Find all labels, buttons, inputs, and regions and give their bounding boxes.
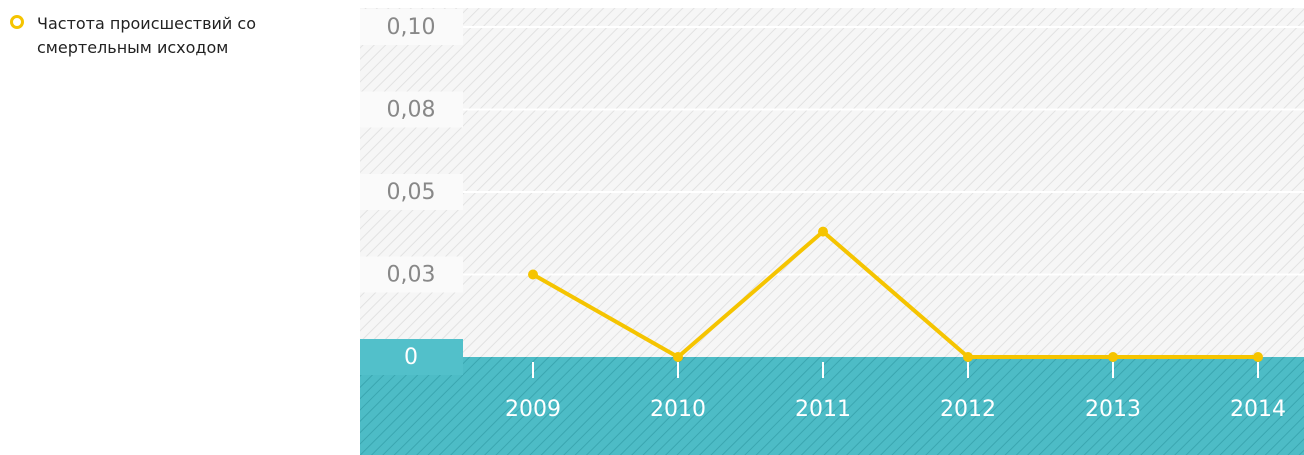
y-tick-label: 0: [404, 345, 418, 370]
y-tick-label: 0,03: [387, 263, 436, 288]
point: [963, 352, 973, 362]
y-tick-box: [360, 339, 463, 375]
x-tick-label: 2011: [795, 397, 851, 422]
y-tick-label: 0,08: [387, 98, 436, 123]
plot-area: [360, 8, 1304, 357]
x-axis-band: [360, 357, 1304, 455]
y-tick-label: 0,05: [387, 180, 436, 205]
x-tick-label: 2013: [1085, 397, 1141, 422]
point: [673, 352, 683, 362]
x-tick-label: 2009: [505, 397, 561, 422]
legend: Частота происшествий со смертельным исхо…: [10, 12, 330, 60]
legend-marker: [10, 15, 24, 29]
point: [1253, 352, 1263, 362]
legend-label: Частота происшествий со смертельным исхо…: [37, 14, 256, 57]
point: [818, 226, 828, 237]
y-tick-box: [360, 174, 463, 210]
x-tick-label: 2014: [1230, 397, 1286, 422]
line: [532, 229, 1258, 359]
y-tick-box: [360, 91, 463, 128]
y-tick-box: [360, 9, 463, 45]
x-tick-label: 2010: [650, 397, 706, 422]
point: [1108, 352, 1118, 362]
point: [528, 269, 538, 280]
x-tick-label: 2012: [940, 397, 996, 422]
y-tick-label: 0,10: [387, 15, 436, 40]
y-tick-box: [360, 256, 463, 293]
